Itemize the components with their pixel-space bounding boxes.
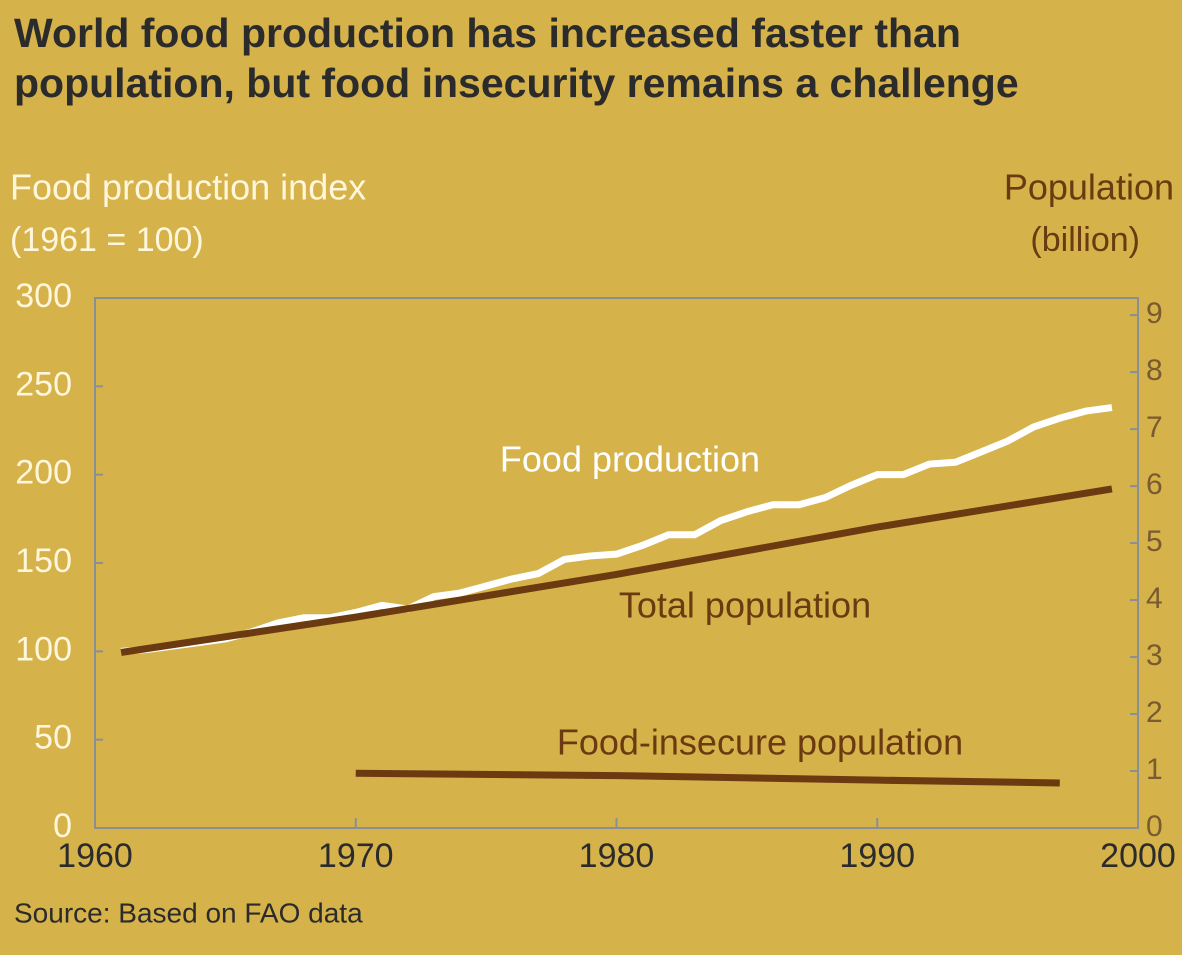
y2-label: (billion) [1030,221,1140,259]
x-tick-label: 1980 [579,837,655,875]
y2-tick-label: 4 [1146,582,1163,615]
y-label: Food production index [10,167,366,208]
x-tick-label: 1990 [839,837,915,875]
y-tick-label: 300 [15,277,72,315]
chart-title: World food production has increased fast… [14,10,1019,106]
source-note: Source: Based on FAO data [14,897,363,928]
x-tick-label: 1970 [318,837,394,875]
y2-tick-label: 0 [1146,810,1163,843]
series-label: Total population [619,585,871,626]
y2-tick-label: 3 [1146,639,1163,672]
x-tick-label: 1960 [57,837,133,875]
series-line [355,769,1060,787]
y2-tick-label: 5 [1146,525,1163,558]
y-tick-label: 0 [53,807,72,845]
y-label: (1961 = 100) [10,221,204,259]
y2-tick-label: 9 [1146,297,1163,330]
series-line [120,404,1113,655]
series-label: Food-insecure population [557,722,963,763]
y2-tick-label: 1 [1146,753,1163,786]
x-tick-label: 2000 [1100,837,1176,875]
y2-tick-label: 7 [1146,411,1163,444]
y-tick-label: 100 [15,630,72,668]
y-tick-label: 200 [15,454,72,492]
y-tick-label: 50 [34,719,72,757]
y-tick-label: 150 [15,542,72,580]
y2-tick-label: 2 [1146,696,1163,729]
series-line [120,485,1113,656]
y2-tick-label: 6 [1146,468,1163,501]
y2-label: Population [1004,167,1174,208]
y2-tick-label: 8 [1146,354,1163,387]
series-label: Food production [500,439,760,480]
y-tick-label: 250 [15,365,72,403]
